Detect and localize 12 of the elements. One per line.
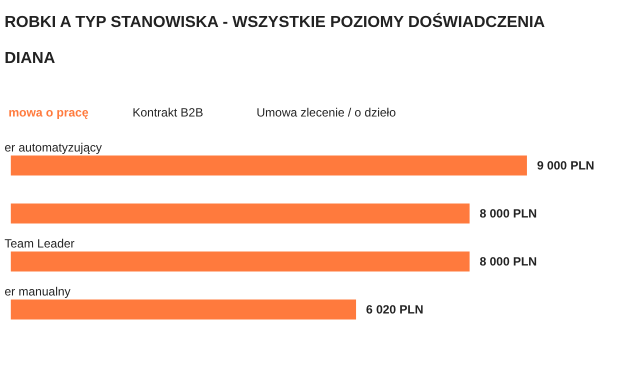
chart-subtitle: DIANA <box>4 50 56 67</box>
data-label: 8 000 PLN <box>480 254 537 268</box>
y-tick-label: Team Leader <box>4 236 75 250</box>
chart-title: ROBKI A TYP STANOWISKA - WSZYSTKIE POZIOMY DOŚWIADCZENIA <box>4 12 546 31</box>
data-label: 8 000 PLN <box>480 206 537 220</box>
data-label: 9 000 PLN <box>536 158 594 172</box>
text: Umowa zlecenie / o dzieło <box>256 106 396 120</box>
y-tick-label: er manualny <box>4 284 71 298</box>
y-tick-label: er automatyzujący <box>4 140 102 154</box>
text: Kontrakt B2B <box>132 106 204 120</box>
text: mowa o pracę <box>8 106 89 120</box>
data-label: 6 020 PLN <box>366 302 424 316</box>
